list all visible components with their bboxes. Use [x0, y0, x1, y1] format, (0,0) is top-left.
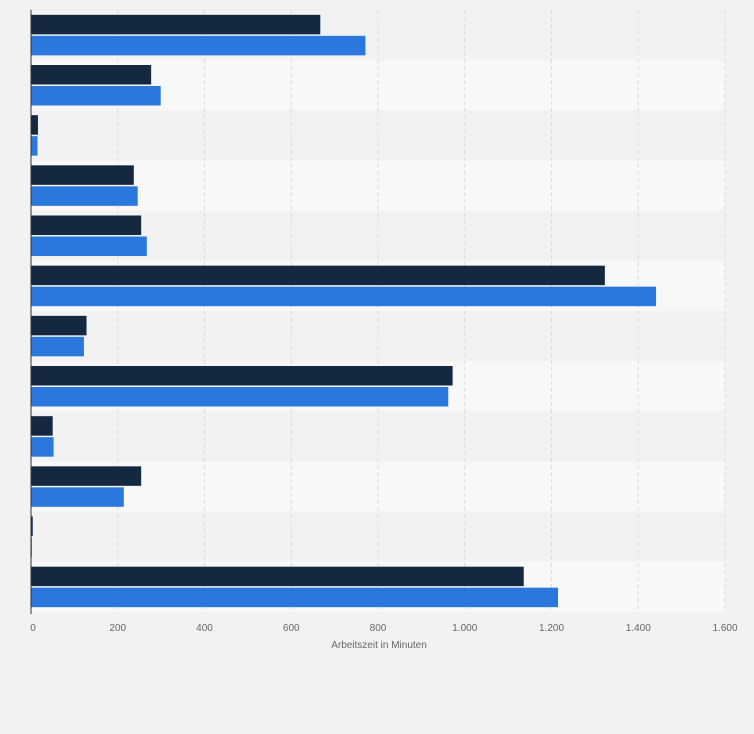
bar-2-row-6	[31, 286, 657, 307]
bar-1-row-10	[31, 466, 142, 486]
x-tick-label: 1.400	[626, 623, 651, 634]
bar-2-row-8	[31, 387, 449, 407]
x-tick-label: 600	[283, 623, 300, 634]
bar-2-row-2	[31, 86, 161, 106]
x-tick-label: 800	[370, 623, 387, 634]
bar-1-row-1	[31, 14, 321, 35]
bar-1-row-8	[31, 366, 453, 386]
bar-2-row-9	[31, 437, 54, 457]
x-tick-label: 1.600	[712, 623, 737, 634]
bar-1-row-5	[31, 215, 142, 235]
x-tick-label: 1.200	[539, 623, 564, 634]
bar-2-row-5	[31, 236, 147, 256]
x-tick-label: 1.000	[452, 623, 477, 634]
bar-1-row-9	[31, 416, 53, 436]
bar-1-row-12	[31, 566, 524, 587]
bar-2-row-1	[31, 35, 366, 56]
x-axis-title: Arbeitszeit in Minuten	[331, 640, 427, 651]
bar-2-row-4	[31, 186, 138, 206]
bar-1-row-2	[31, 65, 152, 85]
bar-1-row-11	[31, 516, 33, 536]
bar-2-row-7	[31, 336, 84, 357]
x-axis-ticks: 0 200 400 600 800 1.000 1.200 1.400 1.600	[30, 623, 738, 634]
bar-2-row-3	[31, 136, 38, 156]
gridlines	[117, 10, 726, 612]
x-tick-label: 400	[196, 623, 213, 634]
bar-2-row-10	[31, 487, 124, 507]
bar-1-row-7	[31, 315, 87, 336]
bar-2-row-12	[31, 587, 559, 608]
bar-1-row-6	[31, 265, 605, 286]
x-tick-label: 200	[109, 623, 126, 634]
x-tick-label: 0	[30, 623, 36, 634]
bar-1-row-3	[31, 115, 38, 135]
bars	[31, 14, 657, 608]
bar-1-row-4	[31, 165, 134, 185]
